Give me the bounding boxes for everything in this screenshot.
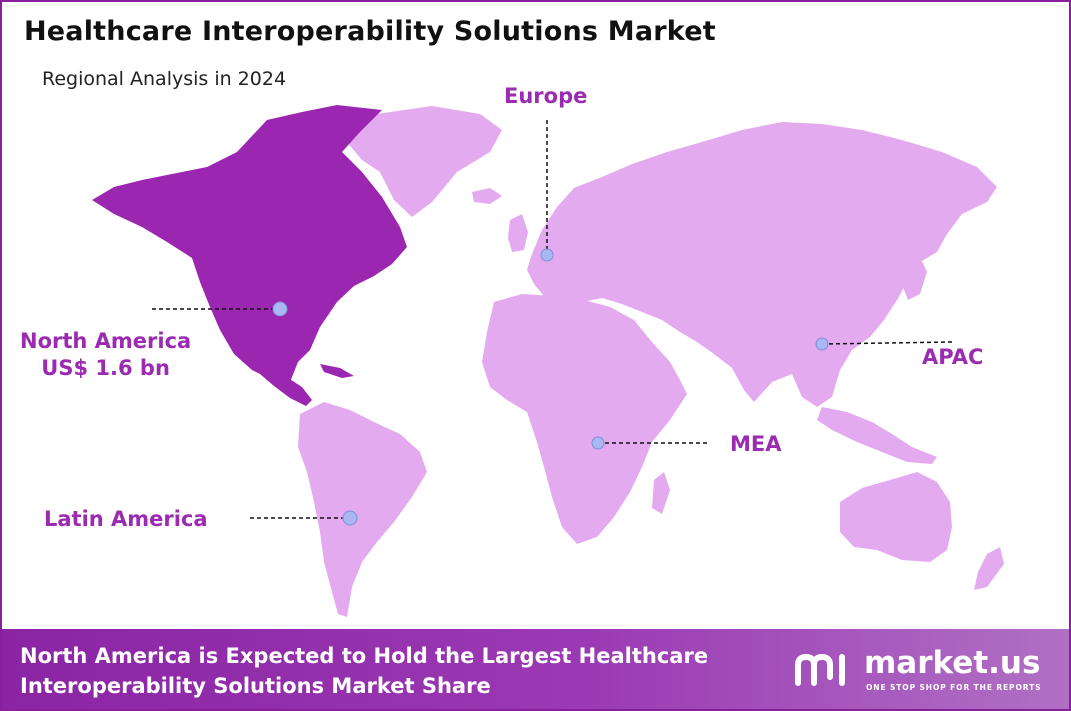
greenland-shape xyxy=(347,106,502,217)
new-zealand-shape xyxy=(974,547,1004,590)
north-america-label: North America US$ 1.6 bn xyxy=(20,328,191,382)
market-us-logo: market.us ONE STOP SHOP FOR THE REPORTS xyxy=(792,645,1052,697)
caribbean-shape xyxy=(320,364,354,378)
madagascar-shape xyxy=(652,472,670,514)
mea-marker xyxy=(591,436,605,450)
africa-shape xyxy=(482,294,687,544)
europe-marker xyxy=(540,248,554,262)
logo-tagline: ONE STOP SHOP FOR THE REPORTS xyxy=(866,683,1042,692)
latin-america-label: Latin America xyxy=(44,507,208,531)
world-map xyxy=(92,105,1004,617)
north-america-value: US$ 1.6 bn xyxy=(41,356,170,380)
uk-shape xyxy=(508,214,528,252)
page-subtitle: Regional Analysis in 2024 xyxy=(42,68,287,90)
south-america-shape xyxy=(298,402,427,617)
banner-line-1: North America is Expected to Hold the La… xyxy=(20,644,709,668)
japan-shape xyxy=(902,257,927,300)
page-title: Healthcare Interoperability Solutions Ma… xyxy=(24,16,716,47)
apac-marker xyxy=(815,337,829,351)
latin-america-marker xyxy=(342,510,358,526)
logo-name: market.us xyxy=(864,645,1041,681)
central-america-shape xyxy=(260,362,312,406)
north-america-marker xyxy=(272,301,288,317)
iceland-shape xyxy=(472,188,502,204)
australia-shape xyxy=(840,472,952,562)
north-america-name: North America xyxy=(20,329,192,353)
north-america-shape xyxy=(92,105,407,400)
banner-line-2: Interoperability Solutions Market Share xyxy=(20,674,491,698)
apac-leader-line xyxy=(821,341,953,345)
southeast-asia-shape xyxy=(817,407,937,464)
apac-label: APAC xyxy=(922,345,984,369)
europe-label: Europe xyxy=(504,84,588,108)
mea-label: MEA xyxy=(730,432,782,456)
banner-text: North America is Expected to Hold the La… xyxy=(20,641,800,701)
footer-banner: North America is Expected to Hold the La… xyxy=(2,629,1069,709)
logo-mark-icon xyxy=(795,653,845,686)
eurasia-shape xyxy=(527,122,997,407)
